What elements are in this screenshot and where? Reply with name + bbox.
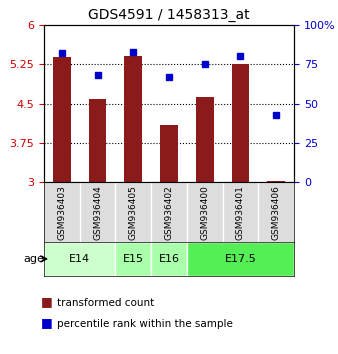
Text: GSM936405: GSM936405	[129, 185, 138, 240]
Bar	[187, 242, 294, 276]
Text: age: age	[23, 254, 44, 264]
Text: ■: ■	[41, 316, 52, 329]
Text: GSM936400: GSM936400	[200, 185, 209, 240]
Text: GSM936403: GSM936403	[57, 185, 66, 240]
Bar	[151, 242, 187, 276]
Bar	[232, 64, 249, 182]
Bar	[115, 242, 151, 276]
Text: ■: ■	[41, 295, 52, 308]
Text: E16: E16	[159, 254, 179, 264]
Title: GDS4591 / 1458313_at: GDS4591 / 1458313_at	[88, 8, 250, 22]
Bar	[44, 242, 115, 276]
Text: E14: E14	[69, 254, 90, 264]
Text: GSM936406: GSM936406	[272, 185, 281, 240]
Bar	[53, 57, 71, 182]
Text: transformed count: transformed count	[57, 298, 155, 308]
Text: GSM936404: GSM936404	[93, 185, 102, 240]
Text: percentile rank within the sample: percentile rank within the sample	[57, 319, 233, 329]
Text: GSM936402: GSM936402	[165, 185, 173, 240]
Text: GSM936401: GSM936401	[236, 185, 245, 240]
Text: E17.5: E17.5	[224, 254, 256, 264]
Bar	[89, 99, 106, 182]
Bar	[124, 56, 142, 182]
Bar	[196, 97, 214, 182]
Text: E15: E15	[123, 254, 144, 264]
Bar	[160, 125, 178, 182]
